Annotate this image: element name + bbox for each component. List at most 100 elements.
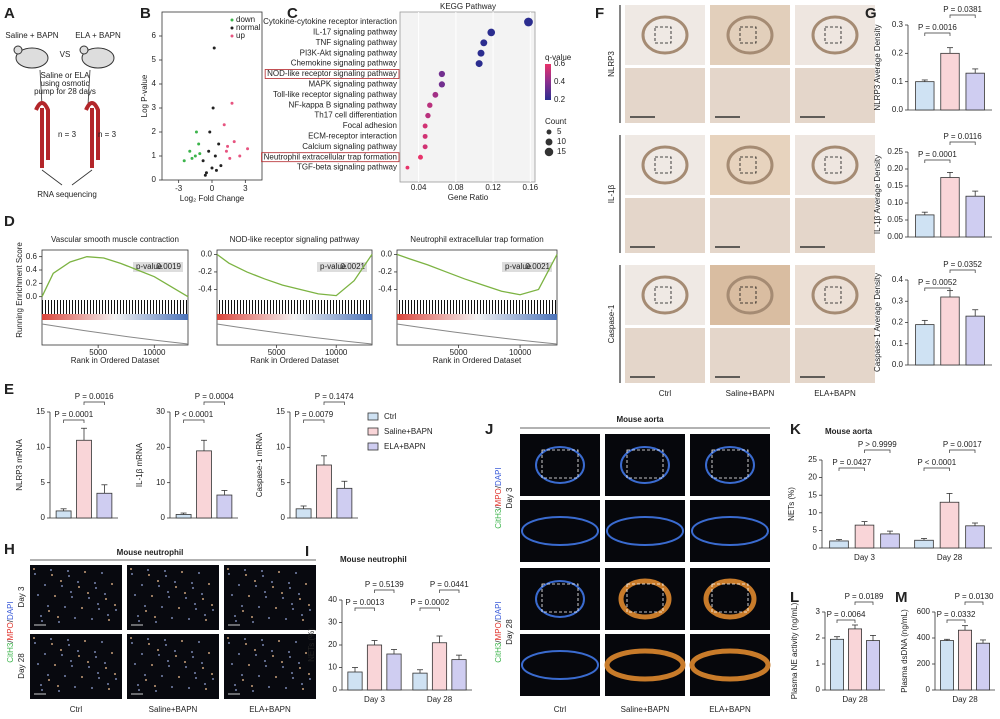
bracket [183,419,205,423]
y-tick-label: 10 [328,663,337,672]
ranked-metric [396,323,558,345]
col-label: Ctrl [554,705,567,714]
x-tick-label: Day 28 [842,695,868,704]
y-tick-label: 1 [152,151,157,160]
dot [438,70,446,78]
sep: / [494,485,503,488]
label: ELA + BAPN [75,31,121,40]
cell [155,690,157,692]
y-tick-label: 0 [816,685,821,694]
p-value: P = 0.5139 [365,580,404,589]
legend-swatch [230,34,234,38]
cell [104,662,106,664]
micrograph [127,634,219,699]
zoom-box [654,156,672,174]
micrograph [710,135,790,195]
point [190,156,194,160]
cell [50,569,52,571]
panel-title: Vascular smooth muscle contraction [51,235,179,244]
cell [185,597,187,599]
cell [184,661,186,663]
cell [134,594,136,596]
col-label: Saline+BAPN [726,389,775,398]
col-label: Ctrl [659,389,672,398]
cell [281,661,283,663]
x-tick-label: 5000 [268,348,286,357]
cell [235,689,237,691]
cell [305,652,307,654]
cell [111,652,113,654]
cell [108,619,110,621]
stain-part: CitH3 [494,508,503,529]
point [193,154,197,158]
pathway-label: Calcium signaling pathway [302,142,397,151]
p-value: P = 0.0001 [54,410,93,419]
sep: / [6,640,15,643]
cell [41,689,43,691]
pathway-label: Chemokine signaling pathway [291,59,397,68]
y-axis-label: IL-1β mRNA [135,442,144,487]
cell [195,608,197,610]
label: Count [545,117,567,126]
cell [252,621,254,623]
panel-title: Mouse neutrophil [340,555,407,564]
cell [37,594,39,596]
bracket [946,619,966,623]
legend-tick: 5 [557,127,562,136]
cell [67,570,69,572]
cell [47,674,49,676]
panel-letter: L [790,589,799,606]
cell [64,606,66,608]
point [232,140,236,144]
cell [265,596,267,598]
y-tick-label: 0.1 [892,339,904,348]
bracket [949,449,976,453]
p-value: P = 0.0016 [918,23,957,32]
pathway-label: IL-17 signaling pathway [313,28,397,37]
cell [191,582,193,584]
y-tick-label: 15 [36,407,45,416]
y-tick-label: 20 [328,640,337,649]
p-value: P < 0.0001 [174,410,213,419]
mouse-ear [13,45,23,55]
cell [47,605,49,607]
dot [487,28,496,37]
micrograph-zoom [795,198,875,253]
y-axis-label: Caspase-1 Average Density [873,273,882,372]
p-value: P < 0.0001 [917,458,956,467]
y-tick-label: 0.0 [892,360,904,369]
cell [158,654,160,656]
ranked-metric [41,323,189,345]
cell [87,661,89,663]
bar [915,214,935,238]
cell [298,662,300,664]
cell [134,663,136,665]
label: Saline or ELA [41,71,91,80]
legend-dot [546,129,552,135]
cell [144,605,146,607]
pathway-label: Neutrophil extracellular trap formation [264,152,397,161]
bar [431,642,448,691]
panel-letter: A [4,5,15,22]
p-value: P = 0.1474 [315,392,354,401]
cell [227,568,229,570]
point [211,106,215,110]
cell [241,605,243,607]
cell [101,641,103,643]
p-value: P = 0.0130 [955,592,994,601]
cell [194,672,196,674]
cell [188,687,190,689]
y-tick-label: 0.1 [892,77,904,86]
legend-swatch [367,412,379,421]
cell [254,580,256,582]
cell [40,684,42,686]
dot [480,39,488,47]
cell [84,571,86,573]
point [197,142,201,146]
legend-dot [545,138,553,146]
label: 0.0021 [341,262,366,271]
micrograph [625,135,705,195]
cell [44,584,46,586]
cell [154,616,156,618]
bracket [838,467,865,471]
